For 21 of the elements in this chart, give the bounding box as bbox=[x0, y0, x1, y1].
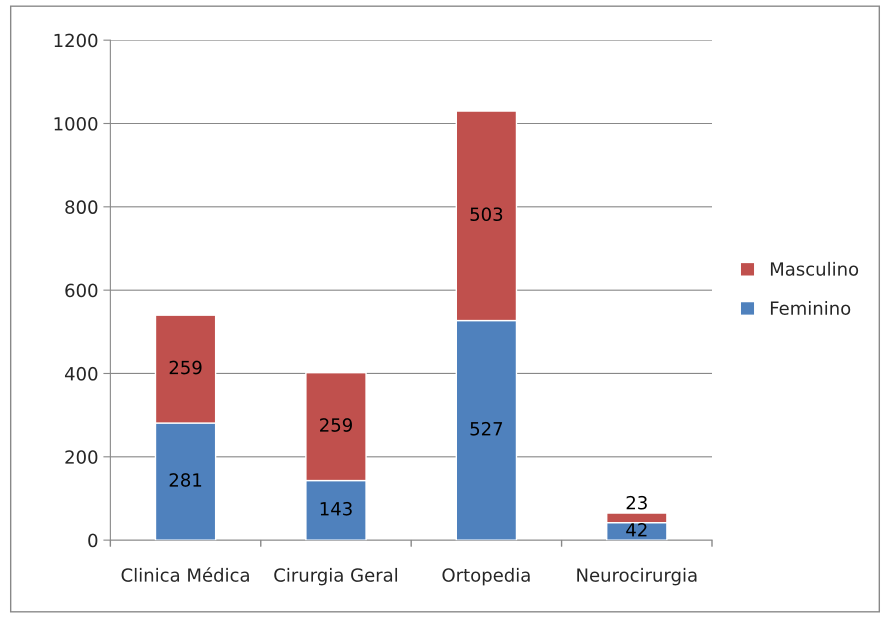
y-tick-label: 200 bbox=[65, 450, 98, 464]
legend-label: Masculino bbox=[770, 262, 858, 276]
data-label: 259 bbox=[170, 360, 202, 374]
data-label: 259 bbox=[320, 418, 352, 432]
y-tick-label: 0 bbox=[88, 534, 98, 548]
data-label: 281 bbox=[170, 473, 202, 487]
x-tick-label: Neurocirurgia bbox=[577, 568, 696, 586]
y-tick-label: 1000 bbox=[54, 116, 98, 131]
legend-label: Feminino bbox=[770, 300, 850, 315]
y-tick-label: 400 bbox=[64, 366, 98, 381]
data-label: 527 bbox=[470, 422, 502, 436]
data-label: 143 bbox=[320, 502, 352, 516]
data-label: 42 bbox=[626, 522, 646, 536]
data-label: 503 bbox=[470, 207, 502, 222]
data-label: 23 bbox=[626, 496, 647, 510]
x-tick-label: Ortopedia bbox=[442, 568, 530, 586]
x-tick-label: Cirurgia Geral bbox=[274, 568, 398, 586]
x-tick-label: Clinica Médica bbox=[122, 567, 249, 582]
y-tick-label: 600 bbox=[65, 284, 98, 298]
y-tick-label: 800 bbox=[65, 200, 98, 214]
y-tick-label: 1200 bbox=[54, 34, 98, 48]
